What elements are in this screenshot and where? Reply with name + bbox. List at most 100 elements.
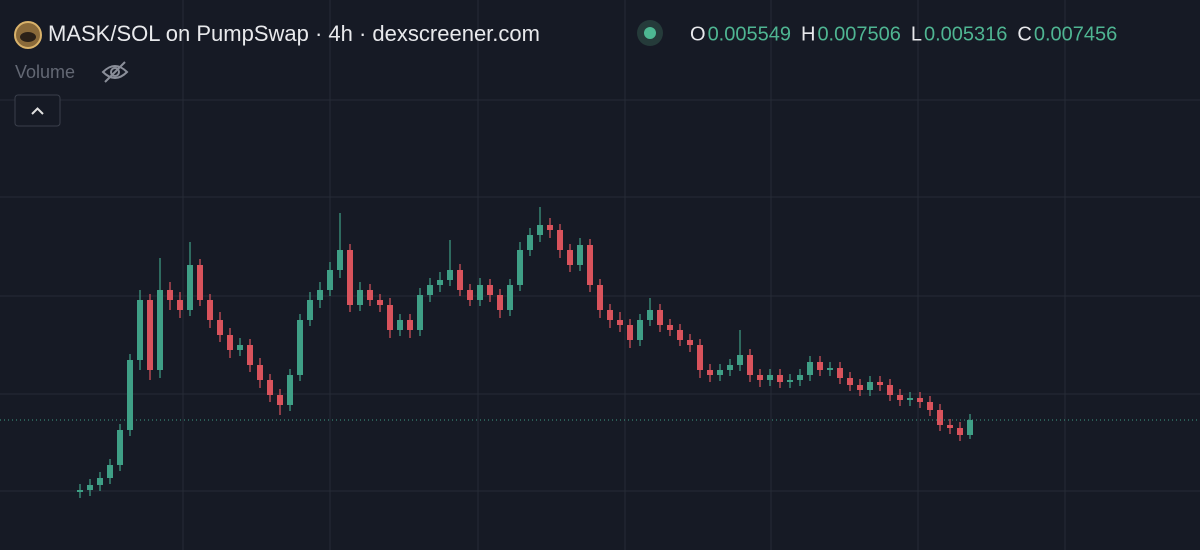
candle-body [497, 295, 503, 310]
candle-body [577, 245, 583, 265]
candle-body [77, 490, 83, 492]
eye-pupil [110, 67, 120, 77]
candle-body [467, 290, 473, 300]
candle-body [447, 270, 453, 280]
candle-body [217, 320, 223, 335]
candles [0, 207, 1200, 498]
candle-body [347, 250, 353, 305]
candle-body [917, 398, 923, 402]
candle-body [567, 250, 573, 265]
candle-body [427, 285, 433, 295]
volume-label: Volume [15, 62, 75, 82]
candle-body [547, 225, 553, 230]
header: MASK/SOL on PumpSwap · 4h · dexscreener.… [14, 20, 1117, 127]
candle-body [667, 325, 673, 330]
candle-body [187, 265, 193, 310]
candle-body [267, 380, 273, 395]
chart-title: MASK/SOL on PumpSwap · 4h · dexscreener.… [48, 21, 540, 46]
candle-body [617, 320, 623, 325]
candle-body [337, 250, 343, 270]
candle-body [947, 425, 953, 428]
legend-value: 0.007506 [817, 23, 900, 45]
candle-body [507, 285, 513, 310]
legend-value: 0.007456 [1034, 23, 1117, 45]
candle-body [767, 375, 773, 380]
candle-body [257, 365, 263, 380]
candle-body [317, 290, 323, 300]
candle-body [897, 395, 903, 400]
candle-body [937, 410, 943, 425]
candle-body [677, 330, 683, 340]
candle-body [457, 270, 463, 290]
candle-body [707, 370, 713, 375]
candle-body [957, 428, 963, 435]
candle-body [297, 320, 303, 375]
candle-body [197, 265, 203, 300]
legend-value: 0.005316 [924, 23, 1007, 45]
candle-body [607, 310, 613, 320]
candle-body [167, 290, 173, 300]
candle-body [687, 340, 693, 345]
legend-key: H [801, 23, 815, 45]
candle-body [847, 378, 853, 385]
candle-body [157, 290, 163, 370]
candle-body [777, 375, 783, 382]
candle-body [227, 335, 233, 350]
collapse-button[interactable] [14, 94, 61, 127]
candle-body [627, 325, 633, 340]
candle-body [107, 465, 113, 478]
candle-body [747, 355, 753, 375]
candle-body [177, 300, 183, 310]
candle-body [817, 362, 823, 370]
candle-body [797, 375, 803, 380]
candle-body [97, 478, 103, 485]
candle-body [307, 300, 313, 320]
candle-body [877, 382, 883, 385]
ohlc-legend: O 0.005549 H 0.007506 L 0.005316 C 0.007456 [690, 23, 1117, 45]
eye-slash [104, 61, 126, 83]
candle-body [737, 355, 743, 365]
candle-body [637, 320, 643, 340]
candle-body [287, 375, 293, 405]
candle-body [757, 375, 763, 380]
status-dot [644, 27, 656, 39]
candle-body [437, 280, 443, 285]
candle-body [357, 290, 363, 305]
candle-body [137, 300, 143, 360]
candle-body [587, 245, 593, 285]
candle-body [207, 300, 213, 320]
token-icon-face [20, 32, 36, 42]
candle-body [657, 310, 663, 325]
candle-body [397, 320, 403, 330]
candle-body [907, 398, 913, 400]
chevron-up [31, 107, 44, 115]
candle-body [127, 360, 133, 430]
candle-body [887, 385, 893, 395]
candle-body [927, 402, 933, 410]
candle-body [377, 300, 383, 305]
candle-body [827, 368, 833, 370]
candle-body [857, 385, 863, 390]
candle-body [117, 430, 123, 465]
eye-off-icon[interactable] [101, 61, 129, 83]
candle-body [717, 370, 723, 375]
candle-body [697, 345, 703, 370]
legend-key: L [911, 23, 922, 45]
candle-body [387, 305, 393, 330]
legend-key: C [1017, 23, 1031, 45]
candle-body [647, 310, 653, 320]
candle-body [87, 485, 93, 490]
candle-body [247, 345, 253, 365]
candle-body [477, 285, 483, 300]
candle-body [417, 295, 423, 330]
candle-body [487, 285, 493, 295]
legend-key: O [690, 23, 706, 45]
candle-body [367, 290, 373, 300]
candle-body [867, 382, 873, 390]
candle-body [787, 380, 793, 382]
candle-body [237, 345, 243, 350]
